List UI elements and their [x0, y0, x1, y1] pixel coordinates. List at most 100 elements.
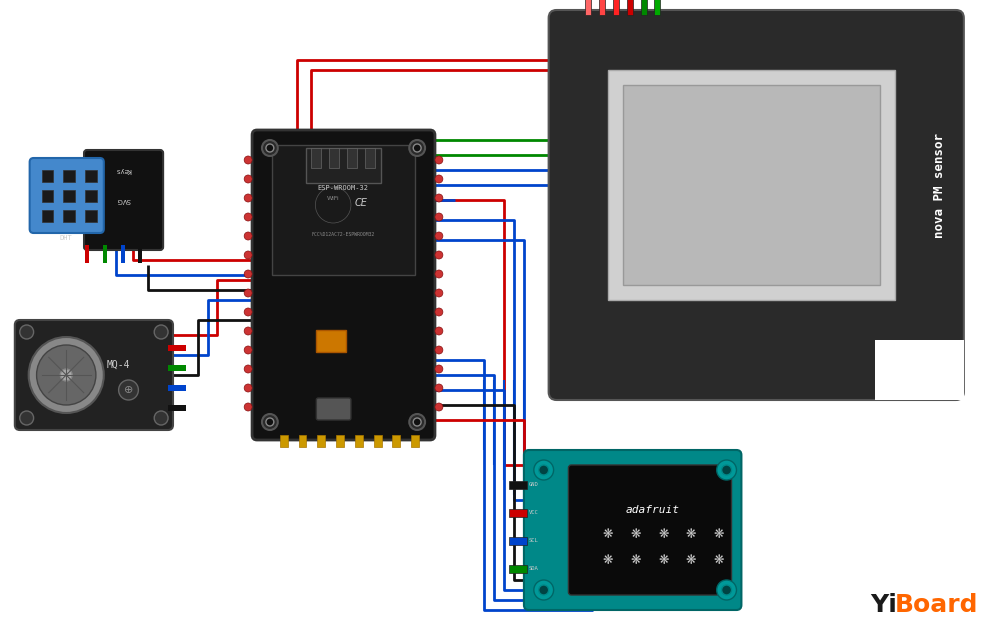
Text: ❋: ❋ — [714, 553, 724, 566]
Circle shape — [435, 194, 443, 202]
Bar — [623, 85, 880, 285]
Text: nova PM sensor: nova PM sensor — [932, 132, 946, 238]
Bar — [509, 565, 527, 573]
Bar — [85, 210, 97, 222]
Bar — [336, 435, 344, 447]
Bar — [85, 245, 89, 263]
Bar — [85, 170, 97, 182]
Text: adafruit: adafruit — [626, 505, 680, 515]
Circle shape — [265, 418, 273, 426]
Circle shape — [534, 460, 554, 480]
Circle shape — [245, 403, 252, 411]
Text: SDA: SDA — [529, 566, 539, 571]
Bar — [599, 0, 605, 15]
Text: SVG: SVG — [117, 197, 131, 203]
Circle shape — [435, 308, 443, 316]
Circle shape — [717, 580, 737, 600]
Bar — [85, 190, 97, 202]
Bar — [311, 148, 321, 168]
Bar — [316, 330, 346, 352]
Text: FCC%D12AC72-ESPWROOM32: FCC%D12AC72-ESPWROOM32 — [311, 232, 374, 238]
Circle shape — [717, 460, 737, 480]
Bar — [298, 435, 306, 447]
Circle shape — [265, 144, 273, 152]
Circle shape — [245, 327, 252, 335]
Circle shape — [435, 156, 443, 164]
FancyBboxPatch shape — [252, 130, 435, 440]
Bar — [168, 385, 186, 391]
Circle shape — [435, 270, 443, 278]
Text: SCL: SCL — [529, 539, 539, 544]
FancyBboxPatch shape — [84, 150, 163, 250]
Circle shape — [435, 327, 443, 335]
Bar — [103, 245, 107, 263]
FancyBboxPatch shape — [30, 158, 104, 233]
Bar — [355, 435, 363, 447]
Circle shape — [155, 325, 168, 339]
Circle shape — [409, 414, 425, 430]
Circle shape — [435, 175, 443, 183]
Circle shape — [435, 251, 443, 259]
Bar — [329, 148, 339, 168]
Bar — [168, 345, 186, 351]
Text: ESP-WROOM-32: ESP-WROOM-32 — [317, 185, 368, 191]
Text: ❋: ❋ — [603, 528, 613, 541]
Circle shape — [435, 384, 443, 392]
Bar — [655, 0, 661, 15]
Circle shape — [60, 369, 72, 381]
Bar — [509, 537, 527, 545]
Text: ❋: ❋ — [658, 528, 669, 541]
Circle shape — [539, 465, 549, 475]
Circle shape — [245, 384, 252, 392]
Bar — [509, 509, 527, 517]
Bar — [121, 245, 125, 263]
Circle shape — [245, 175, 252, 183]
Text: GND: GND — [529, 483, 539, 487]
Circle shape — [435, 232, 443, 240]
Text: WiFi: WiFi — [326, 196, 339, 200]
Text: ❋: ❋ — [631, 553, 641, 566]
Text: ❋: ❋ — [714, 528, 724, 541]
Bar — [306, 148, 380, 183]
FancyBboxPatch shape — [524, 450, 742, 610]
Circle shape — [722, 465, 732, 475]
Bar — [411, 435, 419, 447]
Text: ❋: ❋ — [658, 553, 669, 566]
Text: ⊕: ⊕ — [124, 385, 133, 395]
FancyBboxPatch shape — [316, 398, 351, 420]
Circle shape — [245, 346, 252, 354]
Circle shape — [435, 289, 443, 297]
Text: ❋: ❋ — [686, 528, 697, 541]
Circle shape — [245, 308, 252, 316]
Circle shape — [245, 270, 252, 278]
Bar — [63, 190, 75, 202]
Circle shape — [722, 585, 732, 595]
Text: VCC: VCC — [529, 510, 539, 516]
Circle shape — [435, 365, 443, 373]
Bar — [139, 245, 143, 263]
Circle shape — [539, 585, 549, 595]
Bar — [63, 210, 75, 222]
Text: Keys: Keys — [116, 167, 132, 173]
Bar — [168, 365, 186, 371]
Circle shape — [409, 140, 425, 156]
Circle shape — [245, 156, 252, 164]
Text: ❋: ❋ — [603, 553, 613, 566]
Circle shape — [245, 194, 252, 202]
Bar — [347, 148, 357, 168]
Circle shape — [413, 144, 421, 152]
Circle shape — [20, 411, 34, 425]
Bar — [63, 170, 75, 182]
Circle shape — [413, 418, 421, 426]
Bar — [627, 0, 633, 15]
Circle shape — [435, 346, 443, 354]
Bar — [509, 481, 527, 489]
Circle shape — [435, 403, 443, 411]
Bar — [42, 170, 53, 182]
Text: CE: CE — [354, 198, 367, 208]
Text: ❋: ❋ — [631, 528, 641, 541]
Bar — [271, 145, 415, 275]
Text: DHT: DHT — [60, 235, 73, 241]
Text: Yi: Yi — [870, 593, 897, 617]
Bar — [317, 435, 325, 447]
